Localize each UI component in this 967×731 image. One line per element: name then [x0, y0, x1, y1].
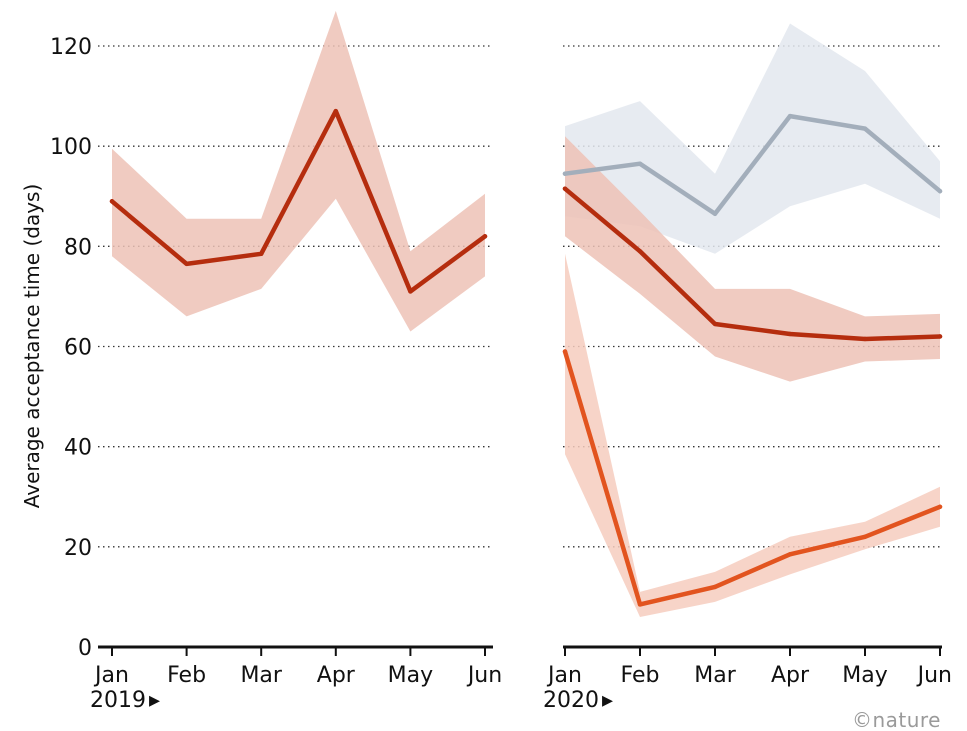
x-tick-label: Mar: [240, 663, 282, 688]
x-tick-label: Jun: [916, 663, 952, 688]
y-tick-label: 60: [64, 336, 92, 361]
x-tick-label: May: [842, 663, 887, 688]
series-line: [562, 186, 943, 342]
data-point: [937, 334, 943, 339]
year-arrow-icon: ▸: [149, 688, 160, 713]
data-point: [712, 211, 718, 216]
y-tick-label: 20: [64, 536, 92, 561]
year-label: 2020: [543, 688, 599, 713]
data-point: [862, 126, 868, 131]
data-point: [259, 251, 264, 257]
data-point: [562, 186, 568, 191]
x-tick-label: May: [388, 663, 433, 688]
y-tick-label: 0: [78, 636, 92, 661]
x-tick-label: Jan: [93, 663, 129, 688]
data-point: [937, 504, 943, 509]
series-line: [109, 108, 488, 294]
x-tick-label: Jun: [466, 663, 502, 688]
data-point: [333, 108, 338, 114]
data-point: [787, 331, 793, 337]
x-tick-label: Apr: [317, 663, 356, 688]
confidence-band: [565, 253, 940, 618]
y-axis-title: Average acceptance time (days): [20, 184, 44, 509]
axes: [98, 645, 942, 656]
x-tick-label: Apr: [771, 663, 810, 688]
confidence-band: [565, 23, 940, 254]
confidence-bands: [112, 10, 940, 618]
y-tick-label: 40: [64, 436, 92, 461]
series-line: [562, 349, 943, 607]
y-tick-label: 80: [64, 235, 92, 260]
series-line: [562, 113, 943, 217]
data-point: [408, 289, 413, 294]
data-point: [712, 584, 718, 590]
data-point: [787, 113, 793, 119]
data-point: [562, 171, 568, 176]
data-point: [109, 199, 115, 204]
data-point: [482, 234, 488, 239]
data-point: [862, 336, 868, 342]
data-point: [637, 249, 643, 254]
x-tick-label: Feb: [167, 663, 206, 688]
x-tick-label: Jan: [546, 663, 582, 688]
confidence-band: [112, 10, 485, 332]
data-point: [862, 534, 868, 540]
x-tick-label: Mar: [694, 663, 736, 688]
data-point: [184, 261, 189, 267]
data-point: [937, 189, 943, 194]
series-lines: [109, 108, 943, 607]
y-tick-label: 100: [50, 135, 92, 160]
year-label: 2019: [90, 688, 146, 713]
confidence-band: [565, 136, 940, 382]
data-point: [712, 321, 718, 327]
data-point: [787, 552, 793, 557]
data-point: [637, 602, 643, 607]
nature-credit: ©nature: [852, 708, 941, 731]
data-point: [637, 161, 643, 166]
x-tick-label: Feb: [621, 663, 660, 688]
y-tick-label: 120: [50, 35, 92, 60]
data-point: [562, 349, 568, 354]
year-arrow-icon: ▸: [602, 688, 613, 713]
